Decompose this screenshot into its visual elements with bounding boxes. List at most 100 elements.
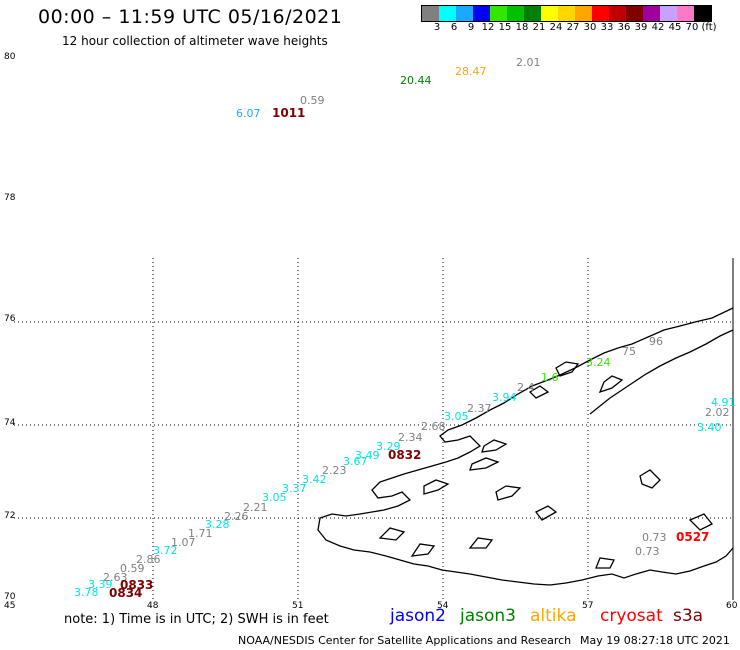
- colorbar-swatch: [660, 6, 677, 21]
- colorbar-label: 27: [566, 22, 580, 33]
- colorbar-label: 6: [450, 22, 458, 33]
- colorbar-swatch: [694, 6, 711, 21]
- wave-label: 3.37: [282, 482, 307, 495]
- pass-time-label: 0833: [120, 578, 154, 592]
- wave-label: 20.44: [400, 74, 432, 87]
- coastline: [317, 307, 734, 586]
- legend-note: note: 1) Time is in UTC; 2) SWH is in fe…: [64, 612, 329, 627]
- colorbar-label: 70: [685, 22, 699, 33]
- colorbar-swatch: [558, 6, 575, 21]
- colorbar-label: 30: [583, 22, 597, 33]
- generation-timestamp: May 19 08:27:18 UTC 2021: [580, 634, 730, 647]
- legend-cryosat: cryosat: [600, 606, 663, 626]
- colorbar-swatch: [541, 6, 558, 21]
- legend-jason3: jason3: [460, 606, 516, 626]
- wave-label: 2.86: [136, 553, 161, 566]
- lon-label-54: 54: [437, 601, 449, 611]
- pass-time-label: 1011: [272, 106, 306, 120]
- colorbar-swatch: [575, 6, 592, 21]
- wave-label: 3.24: [586, 356, 611, 369]
- legend-jason2: jason2: [390, 606, 446, 626]
- wave-label: 3.40: [697, 421, 722, 434]
- colorbar-label: 21: [532, 22, 546, 33]
- lon-label-57: 57: [582, 601, 594, 611]
- wave-label: 4.91: [711, 396, 736, 409]
- map-title: 00:00 – 11:59 UTC 05/16/2021: [38, 6, 343, 28]
- colorbar-swatch: [643, 6, 660, 21]
- satellite-legend: note: 1) Time is in UTC; 2) SWH is in fe…: [0, 606, 740, 632]
- wave-label: 0.73: [642, 531, 667, 544]
- wave-label: 0.59: [300, 94, 325, 107]
- wave-label: 3.39: [88, 578, 113, 591]
- wave-label: 0.73: [635, 545, 660, 558]
- wave-label: 3.29: [376, 440, 401, 453]
- wave-label: 2.23: [322, 464, 347, 477]
- colorbar-label: 39: [634, 22, 648, 33]
- colorbar-label: 18: [515, 22, 529, 33]
- colorbar-label: 3: [433, 22, 441, 33]
- lat-label-78: 78: [4, 193, 16, 203]
- wave-label: 28.47: [455, 65, 487, 78]
- wave-label: 3.28: [205, 518, 230, 531]
- wave-label: 2.21: [243, 501, 268, 514]
- colorbar-label: 42: [651, 22, 665, 33]
- pass-time-label: 0834: [109, 586, 143, 600]
- colorbar-label: 45: [668, 22, 682, 33]
- colorbar-swatch: [592, 6, 609, 21]
- lon-label-51: 51: [292, 601, 304, 611]
- colorbar-swatch: [473, 6, 490, 21]
- lon-label-45: 45: [4, 601, 16, 611]
- wave-label: 2.02: [705, 406, 730, 419]
- lat-label-80: 80: [4, 52, 16, 62]
- wave-label: 1.6: [541, 371, 559, 384]
- lat-label-74: 74: [4, 418, 16, 428]
- wave-label: 3.42: [302, 473, 327, 486]
- wave-label: 6.07: [236, 107, 261, 120]
- colorbar-label: 12: [481, 22, 495, 33]
- colorbar-label: 24: [549, 22, 563, 33]
- wave-label: 96: [649, 335, 663, 348]
- wave-label: 1.07: [171, 536, 196, 549]
- wave-label: 3.49: [355, 449, 380, 462]
- colorbar-swatch: [507, 6, 524, 21]
- colorbar-swatch: [439, 6, 456, 21]
- wave-label: 2.4: [517, 381, 535, 394]
- wave-label: 1.71: [188, 527, 213, 540]
- credit-line: NOAA/NESDIS Center for Satellite Applica…: [238, 634, 572, 647]
- colorbar-label: 15: [498, 22, 512, 33]
- colorbar-swatch: [490, 6, 507, 21]
- colorbar-label: 36: [617, 22, 631, 33]
- lon-label-48: 48: [147, 601, 159, 611]
- colorbar-swatch: [422, 6, 439, 21]
- wave-height-colorbar: [421, 5, 712, 22]
- wave-label: 3.67: [343, 455, 368, 468]
- graticule: [14, 258, 733, 600]
- lat-label-76: 76: [4, 314, 16, 324]
- wave-label: 3.05: [444, 410, 469, 423]
- wave-label: 3.78: [74, 586, 99, 599]
- wave-label: 3.05: [262, 491, 287, 504]
- legend-s3a: s3a: [673, 606, 704, 626]
- colorbar-swatch: [456, 6, 473, 21]
- legend-altika: altika: [530, 606, 577, 626]
- colorbar-swatch: [609, 6, 626, 21]
- colorbar-swatch: [524, 6, 541, 21]
- wave-label: 2.37: [467, 402, 492, 415]
- lat-label-72: 72: [4, 511, 16, 521]
- wave-label: 3.72: [153, 544, 178, 557]
- wave-label: 2.34: [398, 431, 423, 444]
- map-subtitle: 12 hour collection of altimeter wave hei…: [62, 34, 328, 48]
- colorbar-label: 33: [600, 22, 614, 33]
- wave-label: 0.59: [120, 562, 145, 575]
- pass-time-label: 0527: [676, 530, 710, 544]
- wave-label: 3.94: [492, 391, 517, 404]
- colorbar-swatch: [677, 6, 694, 21]
- wave-label: 2.01: [516, 56, 541, 69]
- pass-time-label: 0832: [388, 448, 422, 462]
- lat-label-70: 70: [4, 592, 16, 602]
- lon-label-60: 60: [726, 601, 738, 611]
- wave-label: 2.26: [224, 510, 249, 523]
- colorbar-label: (ft): [701, 22, 717, 33]
- colorbar-swatch: [626, 6, 643, 21]
